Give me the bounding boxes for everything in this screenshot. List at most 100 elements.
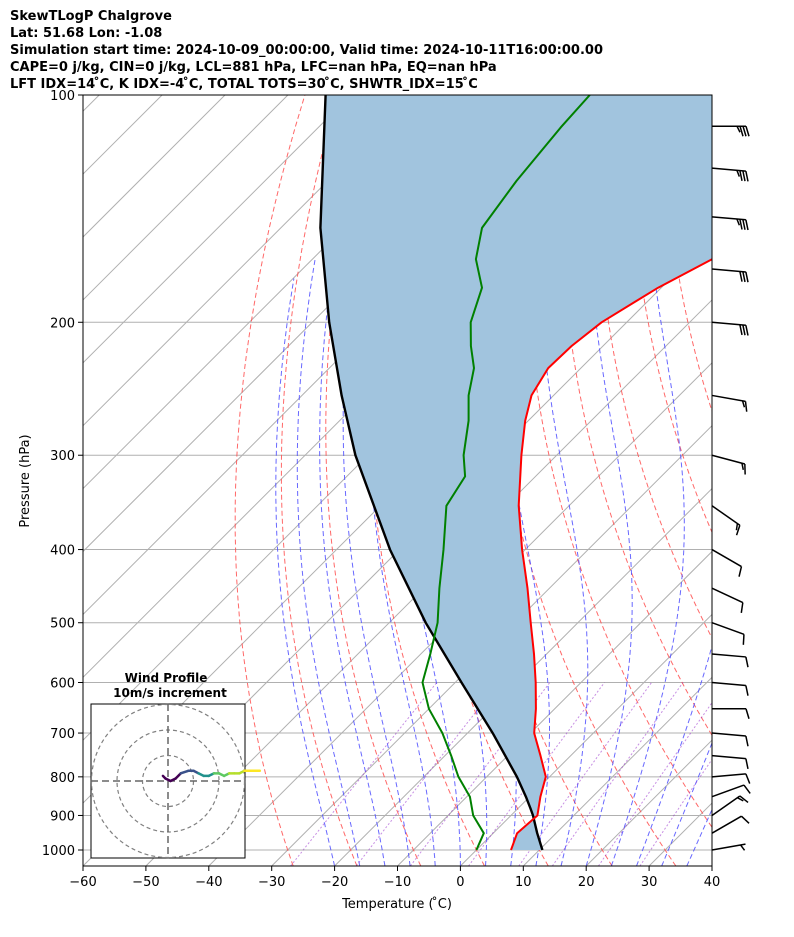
dry-adiabat: [368, 95, 485, 866]
y-tick-label: 200: [50, 316, 75, 331]
y-tick-label: 300: [50, 449, 75, 464]
barb-feather: [742, 324, 746, 336]
wind-barb: [711, 773, 751, 784]
isotherm: [83, 95, 415, 427]
barb-shaft: [711, 587, 744, 604]
isotherm: [83, 95, 100, 112]
x-tick-label: −20: [321, 875, 348, 890]
barb-shaft: [711, 167, 746, 172]
x-tick-label: 0: [456, 875, 464, 890]
barb-feather: [736, 125, 741, 133]
y-axis-label: Pressure (hPa): [18, 434, 33, 527]
y-tick-label: 600: [50, 677, 75, 692]
moist-adiabat: [636, 644, 712, 866]
inset-title: Wind Profile: [125, 671, 208, 685]
barb-shaft: [711, 773, 746, 778]
y-tick-label: 400: [50, 544, 75, 559]
isotherm: [271, 424, 712, 866]
barb-feather: [739, 324, 743, 336]
barb-feather: [745, 219, 749, 231]
moist-adiabat: [610, 95, 685, 866]
barb-feather: [743, 784, 751, 794]
barb-feather: [745, 325, 749, 336]
x-tick-label: −10: [384, 875, 411, 890]
barb-feather: [737, 797, 744, 802]
temperature-profile: [510, 258, 712, 851]
moist-adiabat: [319, 238, 386, 866]
barb-shaft: [711, 216, 746, 221]
isotherm: [145, 299, 712, 866]
wind-barb: [711, 754, 749, 770]
wind-profile-inset: Wind Profile 10m/s increment: [90, 671, 262, 859]
dry-adiabat: [662, 95, 712, 413]
y-tick-label: 900: [50, 809, 75, 824]
dry-adiabat: [728, 95, 794, 866]
barb-feather: [741, 463, 745, 470]
wind-barb: [711, 505, 741, 536]
wind-barb: [711, 587, 744, 613]
barb-feather: [739, 795, 749, 804]
wind-barb: [711, 454, 746, 475]
barb-feather: [739, 219, 743, 230]
barb-feather: [740, 815, 750, 824]
moist-adiabat: [686, 808, 712, 866]
barb-shaft: [711, 321, 746, 326]
wind-barb: [711, 843, 746, 851]
dry-adiabat: [325, 95, 422, 866]
barb-feather: [745, 685, 749, 696]
wind-barb: [711, 622, 745, 645]
barb-shaft: [711, 622, 745, 636]
x-tick-label: −30: [258, 875, 285, 890]
isotherm: [711, 865, 712, 866]
barb-feather: [735, 523, 739, 531]
x-tick-label: 20: [578, 875, 595, 890]
barb-feather: [738, 566, 743, 577]
barb-feather: [745, 170, 749, 182]
wind-barb: [711, 167, 749, 182]
x-tick-label: −60: [69, 875, 96, 890]
wind-barb: [711, 653, 749, 668]
barb-feather: [742, 170, 746, 182]
barb-feather: [742, 126, 747, 137]
isotherm: [522, 676, 712, 866]
barb-feather: [739, 844, 746, 851]
wind-barb: [711, 732, 749, 747]
dewpoint-profile: [421, 95, 591, 851]
moist-adiabat: [296, 259, 361, 866]
moist-adiabat: [342, 216, 411, 866]
isotherm: [334, 487, 712, 866]
barb-shaft: [711, 681, 746, 687]
barb-shaft: [711, 795, 741, 817]
barb-shaft: [711, 843, 746, 851]
barb-feather: [736, 170, 741, 177]
wind-barb: [711, 216, 749, 231]
mixing-ratio-line: [597, 701, 712, 866]
moist-adiabat: [367, 193, 436, 866]
isotherm: [83, 95, 352, 364]
index-line: LFT IDX=14 ̊C, K IDX=-4 ̊C, TOTAL TOTS=3…: [10, 77, 478, 92]
barb-shaft: [711, 815, 742, 834]
location-line: Lat: 51.68 Lon: -1.08: [10, 26, 163, 41]
barb-feather: [739, 271, 743, 282]
dry-adiabat: [761, 95, 794, 866]
wind-barb: [711, 795, 749, 817]
y-tick-label: 1000: [42, 844, 75, 859]
barb-feather: [742, 219, 746, 230]
x-tick-label: −40: [195, 875, 222, 890]
barb-feather: [745, 708, 750, 719]
dry-adiabat: [595, 95, 712, 640]
cape-line: CAPE=0 j/kg, CIN=0 j/kg, LCL=881 hPa, LF…: [10, 60, 497, 75]
wind-barb: [711, 394, 748, 412]
isotherm: [775, 95, 794, 866]
barb-feather: [740, 602, 744, 613]
x-tick-label: −50: [132, 875, 159, 890]
y-tick-label: 500: [50, 617, 75, 632]
barb-feather: [739, 170, 743, 181]
barb-feather: [735, 525, 741, 536]
time-line: Simulation start time: 2024-10-09_00:00:…: [10, 43, 603, 58]
y-tick-label: 700: [50, 727, 75, 742]
moist-adiabat: [275, 278, 336, 866]
inset-subtitle: 10m/s increment: [113, 686, 227, 700]
cape-cin-shading: [320, 95, 712, 850]
